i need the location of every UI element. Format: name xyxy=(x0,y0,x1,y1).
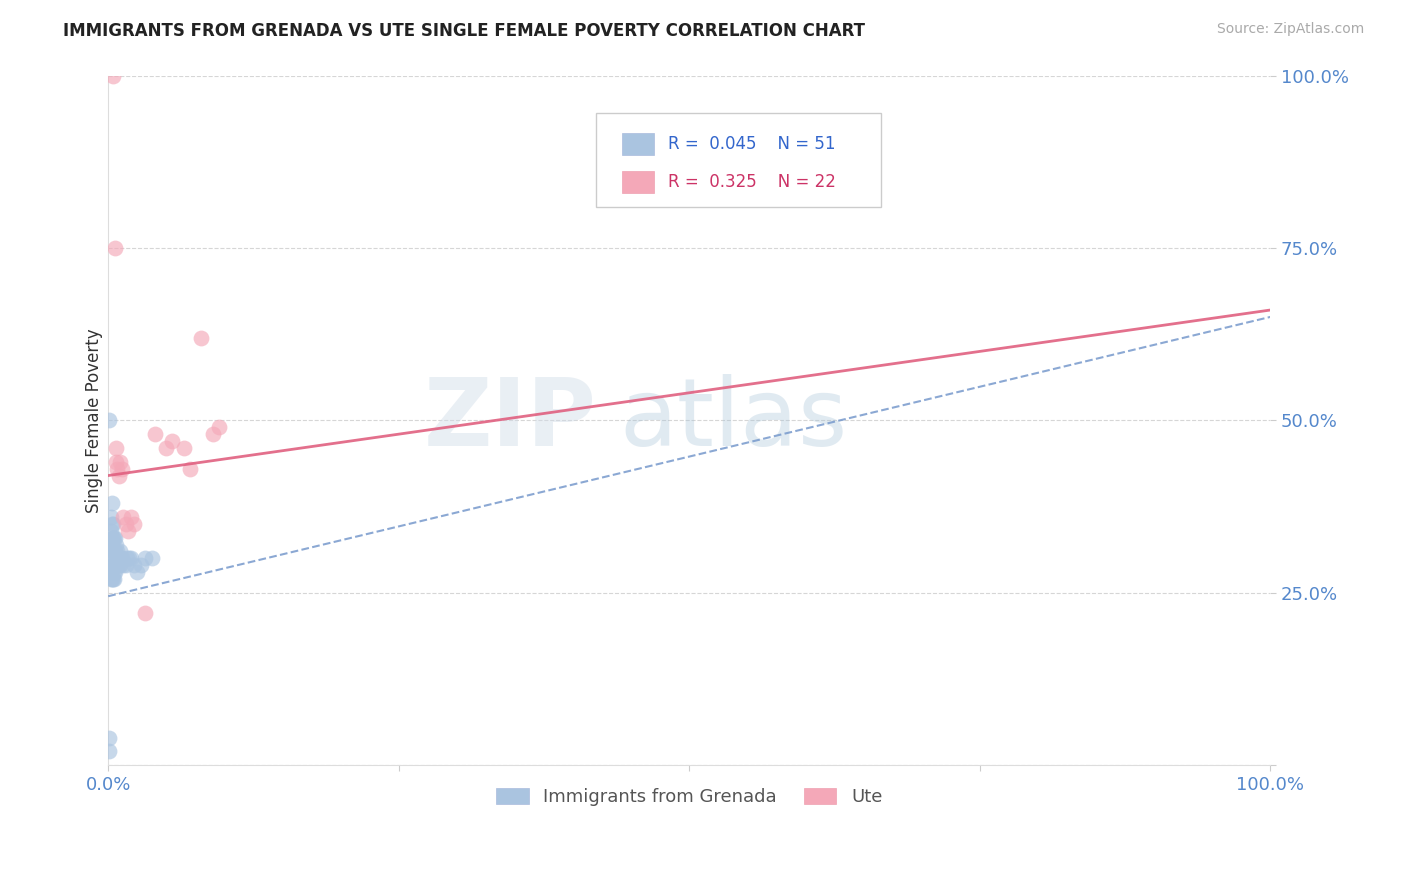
Point xyxy=(108,455,131,469)
Point xyxy=(103,544,125,558)
Point xyxy=(101,69,124,83)
Point xyxy=(105,441,128,455)
Point xyxy=(141,551,163,566)
Point xyxy=(105,558,128,573)
Point xyxy=(104,565,127,579)
Point xyxy=(107,558,129,573)
Point xyxy=(100,531,122,545)
Point xyxy=(100,558,122,573)
Point xyxy=(107,551,129,566)
Point xyxy=(155,441,177,455)
Point xyxy=(107,468,129,483)
Point xyxy=(101,516,124,531)
Point xyxy=(107,558,129,573)
Point xyxy=(129,558,152,573)
Point xyxy=(134,607,156,621)
Point xyxy=(101,544,124,558)
Point xyxy=(111,461,134,475)
Point xyxy=(143,427,166,442)
Point xyxy=(104,241,127,255)
Point xyxy=(111,551,134,566)
Text: ZIP: ZIP xyxy=(423,375,596,467)
Point xyxy=(120,551,142,566)
Point xyxy=(114,558,136,573)
Point xyxy=(173,441,195,455)
Text: Source: ZipAtlas.com: Source: ZipAtlas.com xyxy=(1216,22,1364,37)
Point xyxy=(104,558,127,573)
Text: R =  0.045    N = 51: R = 0.045 N = 51 xyxy=(668,136,837,153)
Legend: Immigrants from Grenada, Ute: Immigrants from Grenada, Ute xyxy=(488,779,891,814)
Point xyxy=(117,524,139,538)
Point xyxy=(108,544,131,558)
FancyBboxPatch shape xyxy=(621,171,654,194)
Point xyxy=(105,537,128,551)
Point xyxy=(101,572,124,586)
Point xyxy=(98,744,121,758)
Point xyxy=(100,510,122,524)
FancyBboxPatch shape xyxy=(596,113,882,207)
Point xyxy=(100,537,122,551)
Point xyxy=(112,510,135,524)
Point xyxy=(103,558,125,573)
Point xyxy=(118,551,141,566)
Point xyxy=(110,551,132,566)
Point xyxy=(108,558,131,573)
Point xyxy=(122,558,145,573)
Y-axis label: Single Female Poverty: Single Female Poverty xyxy=(86,328,103,513)
Point xyxy=(112,558,135,573)
Point xyxy=(98,413,121,427)
Point xyxy=(98,565,121,579)
Point xyxy=(114,516,136,531)
Point xyxy=(103,531,125,545)
Point xyxy=(103,572,125,586)
Point xyxy=(115,551,138,566)
FancyBboxPatch shape xyxy=(621,133,654,155)
Point xyxy=(100,524,122,538)
Point xyxy=(100,496,122,510)
Point xyxy=(190,330,212,344)
Point xyxy=(105,455,128,469)
Point xyxy=(122,516,145,531)
Point xyxy=(105,551,128,566)
Point xyxy=(104,531,127,545)
Text: atlas: atlas xyxy=(620,375,848,467)
Point xyxy=(100,572,122,586)
Point xyxy=(101,558,124,573)
Point xyxy=(103,551,125,566)
Point xyxy=(207,420,229,434)
Point xyxy=(100,544,122,558)
Point xyxy=(100,558,122,573)
Point xyxy=(107,461,129,475)
Point xyxy=(160,434,183,448)
Point xyxy=(134,551,156,566)
Text: IMMIGRANTS FROM GRENADA VS UTE SINGLE FEMALE POVERTY CORRELATION CHART: IMMIGRANTS FROM GRENADA VS UTE SINGLE FE… xyxy=(63,22,865,40)
Point xyxy=(104,544,127,558)
Point xyxy=(179,461,201,475)
Point xyxy=(100,516,122,531)
Point xyxy=(98,731,121,745)
Text: R =  0.325    N = 22: R = 0.325 N = 22 xyxy=(668,173,837,191)
Point xyxy=(101,531,124,545)
Point xyxy=(201,427,224,442)
Point xyxy=(120,510,142,524)
Point xyxy=(107,544,129,558)
Point xyxy=(103,565,125,579)
Point xyxy=(127,565,149,579)
Point xyxy=(100,572,122,586)
